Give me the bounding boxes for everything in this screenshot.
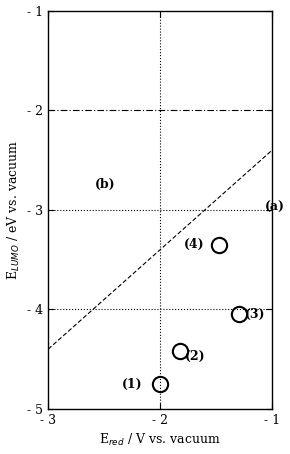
Text: (4): (4) — [184, 238, 204, 251]
Text: (a): (a) — [264, 201, 284, 214]
Text: (b): (b) — [95, 178, 116, 191]
Text: (1): (1) — [122, 378, 143, 390]
X-axis label: E$_{red}$ / V vs. vacuum: E$_{red}$ / V vs. vacuum — [99, 432, 221, 449]
Text: (2): (2) — [185, 350, 205, 363]
Y-axis label: E$_{LUMO}$ / eV vs. vacuum: E$_{LUMO}$ / eV vs. vacuum — [6, 139, 22, 280]
Text: (3): (3) — [245, 308, 266, 321]
